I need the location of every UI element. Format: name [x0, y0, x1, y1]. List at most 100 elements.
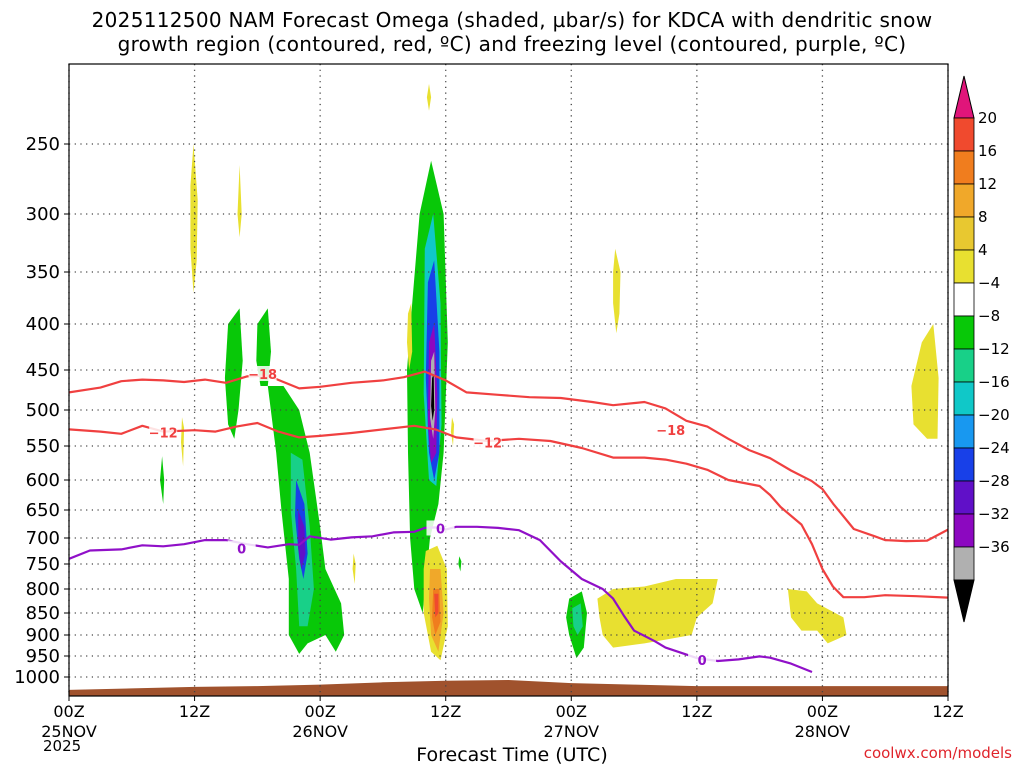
- x-tick-date-label: 27NOV: [543, 722, 599, 741]
- omega-region-small-yellow: [352, 553, 356, 584]
- x-axis-title: Forecast Time (UTC): [416, 744, 608, 766]
- chart-title-line-1: 2025112500 NAM Forecast Omega (shaded, µ…: [91, 8, 933, 32]
- y-tick-label: 650: [26, 500, 60, 521]
- colorbar-segment: [953, 348, 975, 383]
- y-tick-label: 250: [26, 134, 60, 155]
- x-tick-label: 00Z: [304, 702, 335, 721]
- x-tick-label: 00Z: [556, 702, 587, 721]
- colorbar-label: 8: [978, 208, 988, 226]
- x-tick-label: 12Z: [430, 702, 461, 721]
- colorbar-segment: [953, 282, 975, 317]
- colorbar-segment: [953, 480, 975, 515]
- omega-region-yellow-spot-upper: [407, 303, 413, 370]
- contour-label: 0: [436, 522, 445, 537]
- omega-region-upper-yellow-top: [426, 84, 432, 111]
- x-tick-date-label: 28NOV: [795, 722, 851, 741]
- colorbar-label: 12: [978, 175, 997, 193]
- omega-region-yellow-spot-550: [181, 417, 185, 467]
- y-tick-label: 900: [26, 625, 60, 646]
- contour-label: −12: [149, 426, 178, 441]
- contour-label-bg: [227, 540, 256, 556]
- omega-region-yellow-right: [911, 324, 939, 439]
- omega-region-yellow-low-27: [597, 579, 718, 648]
- contour-label-bg: [656, 422, 685, 438]
- grid-lines: [68, 64, 949, 696]
- y-tick-label: 800: [26, 579, 60, 600]
- omega-region-green-blob-27-inner: [572, 603, 583, 635]
- omega-region-green-band-c-core2: [298, 510, 306, 569]
- y-tick-label: 300: [26, 204, 60, 225]
- site-credit: coolwx.com/models: [863, 744, 1012, 762]
- contour-label-bg: [688, 652, 717, 668]
- y-tick-label: 750: [26, 554, 60, 575]
- contour-dgz--18C: [69, 370, 948, 543]
- contour-label-bg: [426, 520, 455, 536]
- contour-label: 0: [237, 542, 246, 557]
- x-tick-label: 12Z: [681, 702, 712, 721]
- contour-label-bg: [149, 424, 178, 440]
- omega-region-green-streak-1: [160, 456, 165, 504]
- y-tick-label: 850: [26, 603, 60, 624]
- y-tick-label: 500: [26, 400, 60, 421]
- colorbar-legend: 20 16 12 8 4 −4 −8 −12 −16 −20 −24 −28 −32 −36: [953, 75, 1010, 623]
- colorbar-label: −24: [978, 439, 1010, 457]
- terrain-layer: [69, 680, 948, 696]
- omega-region-warm-blob-core: [434, 593, 439, 618]
- colorbar-segment: [953, 249, 975, 284]
- colorbar-segment: [953, 447, 975, 482]
- y-tick-label: 950: [26, 646, 60, 667]
- contour-label: −18: [656, 424, 685, 439]
- plot-frame: [68, 63, 949, 697]
- x-tick-label: 12Z: [179, 702, 210, 721]
- colorbar-bottom-triangle: [953, 579, 975, 623]
- contour-label-bg: [473, 434, 502, 450]
- y-tick-label: 350: [26, 262, 60, 283]
- omega-region-tower-core: [431, 374, 435, 421]
- run-year-label: 2025: [43, 737, 82, 755]
- omega-region-yellow-spot-530: [450, 417, 455, 446]
- x-tick-label: 12Z: [932, 702, 963, 721]
- contour-label: 0: [698, 654, 707, 669]
- colorbar-label: 16: [978, 142, 997, 160]
- y-tick-label: 600: [26, 470, 60, 491]
- colorbar-label: −4: [978, 274, 1000, 292]
- colorbar-label: −20: [978, 406, 1010, 424]
- colorbar-segment: [953, 150, 975, 185]
- colorbar-label: −8: [978, 307, 1000, 325]
- colorbar-label: 4: [978, 241, 988, 259]
- terrain-fill: [69, 680, 948, 696]
- colorbar-segment: [953, 183, 975, 218]
- omega-region-yellow-28: [787, 589, 847, 644]
- contour-dgz--12C: [69, 421, 948, 599]
- chart-title-line-2: growth region (contoured, red, ºC) and f…: [117, 32, 907, 56]
- contour-lines: −12 −12 −18 −18 0 0 0: [69, 366, 948, 674]
- x-tick-date-label: 26NOV: [292, 722, 348, 741]
- colorbar-segment: [953, 381, 975, 416]
- colorbar-label: −36: [978, 538, 1010, 556]
- y-tick-label: 450: [26, 360, 60, 381]
- colorbar-segment: [953, 117, 975, 152]
- x-tick-date-label: 25NOV: [41, 722, 97, 741]
- colorbar-label: −16: [978, 373, 1010, 391]
- colorbar-segment: [953, 513, 975, 548]
- contour-label: −12: [473, 436, 502, 451]
- omega-region-upper-yellow-2: [237, 165, 242, 238]
- y-tick-label: 700: [26, 528, 60, 549]
- omega-region-green-band-a: [224, 308, 243, 439]
- y-tick-label: 1000: [14, 667, 60, 688]
- colorbar-label: −32: [978, 505, 1010, 523]
- colorbar-segment: [953, 546, 975, 581]
- colorbar-label: 20: [978, 109, 997, 127]
- y-axis-labels: 2503003504004505005506006507007508008509…: [14, 134, 69, 688]
- colorbar-segment: [953, 315, 975, 350]
- colorbar-label: −12: [978, 340, 1010, 358]
- colorbar-top-triangle: [953, 75, 975, 119]
- colorbar-label: −28: [978, 472, 1010, 490]
- contour-label: −18: [248, 368, 277, 383]
- x-tick-label: 00Z: [807, 702, 838, 721]
- omega-region-yellow-high-27: [613, 248, 621, 334]
- colorbar-segment: [953, 216, 975, 251]
- colorbar-segment: [953, 414, 975, 449]
